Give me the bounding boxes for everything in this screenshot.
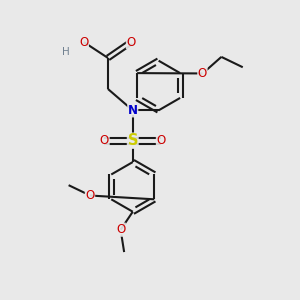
Text: S: S — [128, 133, 138, 148]
Text: O: O — [79, 36, 88, 49]
Text: O: O — [116, 223, 125, 236]
Text: O: O — [156, 134, 166, 147]
Text: O: O — [126, 36, 136, 49]
Text: O: O — [100, 134, 109, 147]
Text: O: O — [85, 189, 94, 202]
Text: N: N — [128, 104, 138, 117]
Text: O: O — [198, 67, 207, 80]
Text: H: H — [61, 47, 69, 57]
